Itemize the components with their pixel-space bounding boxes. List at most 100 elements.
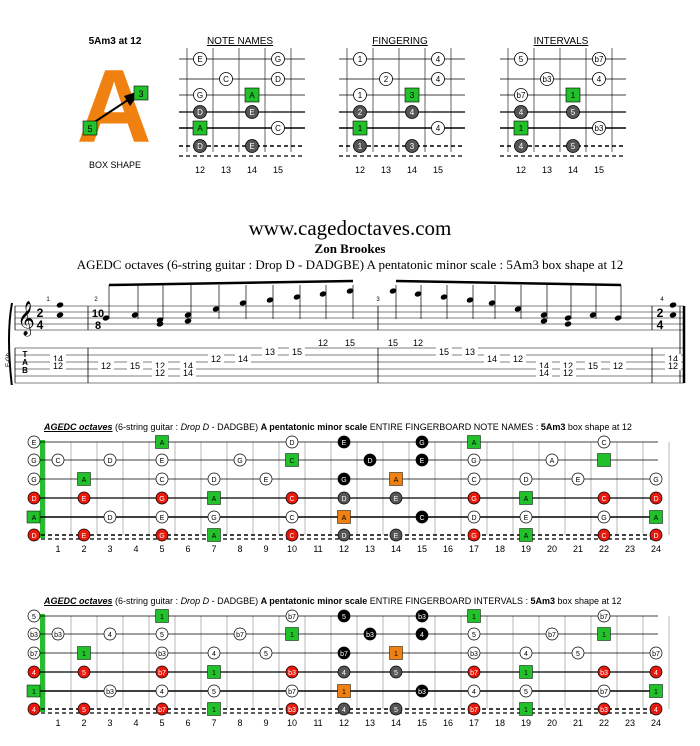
open-square-icon [26,684,41,698]
note-square-icon [404,87,420,103]
fret-number: 19 [521,718,531,728]
fret-number: 13 [381,165,391,175]
note-circle-icon [389,491,403,505]
fret-number: 11 [313,718,322,728]
fret-number: 9 [263,544,268,554]
note-square-icon [285,627,299,641]
note-label: 5 [571,142,576,151]
note-label: 5 [394,707,398,714]
tab-number: 12 [211,354,221,364]
note-head-icon [414,291,422,297]
note-circle-icon [337,609,351,623]
box-shape-letter: A 3 5 [76,52,151,152]
note-label: 1 [82,651,86,658]
treble-clef-icon: 𝄞 [17,301,35,337]
tab-number: 12 [613,361,623,371]
tab-number: 12 [668,361,678,371]
tab-number: 14 [238,354,248,364]
tab-number: 12 [413,338,423,348]
tab-number-bg [208,354,224,363]
note-square-icon [207,528,221,542]
note-label: b7 [600,614,608,621]
note-head-icon [389,288,397,294]
open-label: G [31,477,36,484]
tab-number: 14 [668,354,678,364]
note-head-icon [669,312,677,318]
note-circle-icon [389,528,403,542]
note-label: G [471,458,476,465]
measure-number: 1 [46,297,50,303]
tab-number: 12 [155,361,165,371]
note-head-icon [589,312,597,318]
note-label: C [289,496,294,503]
note-square-icon [649,510,663,524]
tab-number: 12 [318,338,328,348]
note-label: D [107,458,112,465]
note-square-icon [77,472,91,486]
tab-number-bg [315,338,331,347]
fret-number: 23 [625,544,635,554]
note-label: E [82,533,87,540]
note-circle-icon [467,528,481,542]
fret-number: 8 [237,718,242,728]
note-label: A [197,124,203,133]
fret-number: 12 [339,718,349,728]
open-circle-icon [27,627,41,641]
open-circle-icon [27,472,41,486]
note-label: 5 [394,670,398,677]
shape-title: 5Am3 at 12 [88,36,142,47]
note-label: b3 [470,651,478,658]
note-square-icon [597,627,611,641]
note-circle-icon [337,646,351,660]
tab-number: 12 [101,361,111,371]
tab-number-bg [536,361,552,370]
tab-letter: B [22,366,28,375]
fret-number: 13 [365,718,375,728]
note-head-icon [564,321,572,327]
note-circle-icon [285,702,299,716]
note-label: E [394,496,399,503]
fret-number: 4 [133,544,138,554]
note-circle-icon [103,510,117,524]
note-circle-icon [207,646,221,660]
note-circle-icon [193,88,207,102]
note-square-icon [389,472,403,486]
note-circle-icon [597,528,611,542]
fret-number: 1 [55,544,60,554]
open-circle-icon [27,665,41,679]
tab-number-bg [342,338,358,347]
note-head-icon [440,294,448,300]
note-label: D [289,440,294,447]
note-circle-icon [77,491,91,505]
note-circle-icon [379,72,393,86]
time-sig: 2 [37,306,44,320]
note-circle-icon [353,139,367,153]
fret-number: 21 [573,718,583,728]
note-label: 4 [519,108,524,117]
note-circle-icon [155,627,169,641]
site-url[interactable]: www.cagedoctaves.com [248,216,452,240]
note-label: b7 [288,614,296,621]
fret-number: 20 [547,718,557,728]
note-label: b7 [158,670,166,677]
note-circle-icon [337,665,351,679]
note-label: b3 [600,707,608,714]
note-label: 2 [384,75,389,84]
note-label: C [289,458,294,465]
fret-number: 17 [469,544,479,554]
note-head-icon [319,291,327,297]
note-head-icon [239,300,247,306]
note-label: b3 [600,670,608,677]
note-label: 1 [212,707,216,714]
note-circle-icon [519,684,533,698]
fret-number: 14 [407,165,417,175]
note-label: 4 [108,632,112,639]
note-circle-icon [597,609,611,623]
open-label: 4 [32,670,36,677]
open-label: 1 [32,689,36,696]
note-circle-icon [155,528,169,542]
note-label: 3 [410,142,415,151]
